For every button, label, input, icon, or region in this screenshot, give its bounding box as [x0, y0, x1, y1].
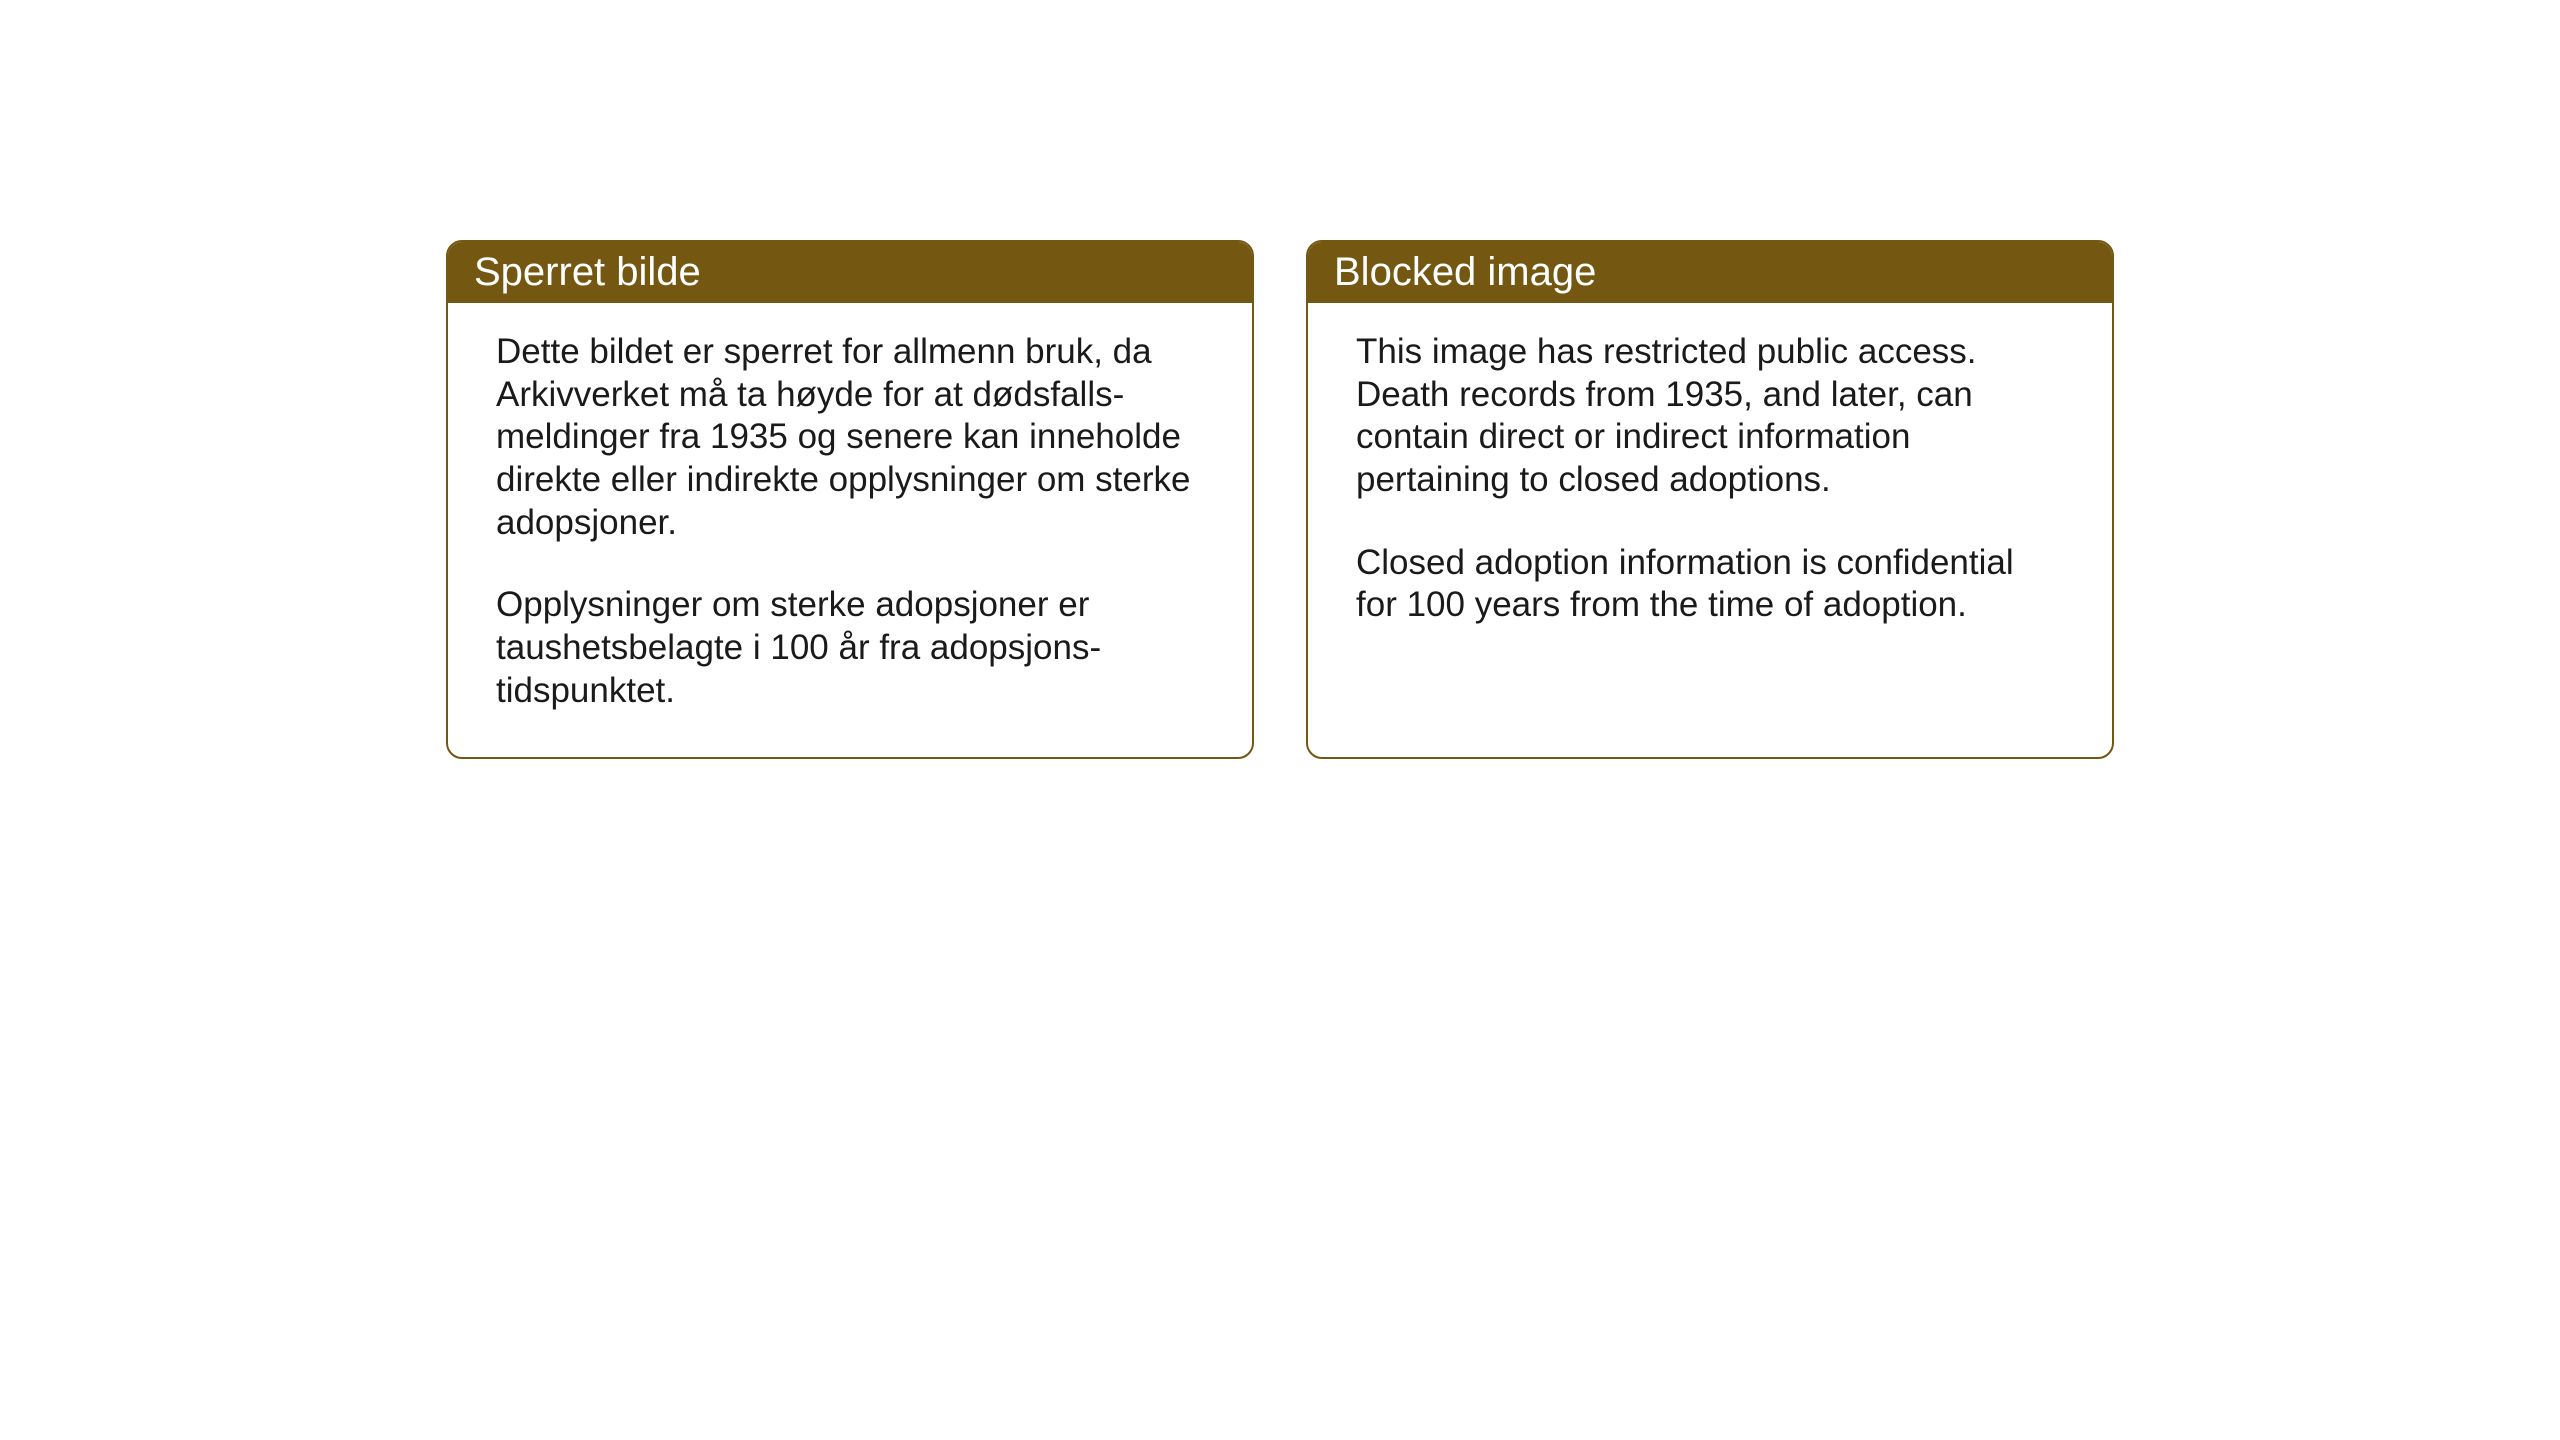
english-card-title: Blocked image — [1308, 242, 2112, 303]
norwegian-paragraph-2: Opplysninger om sterke adopsjoner er tau… — [496, 584, 1204, 712]
english-notice-card: Blocked image This image has restricted … — [1306, 240, 2114, 759]
norwegian-card-body: Dette bildet er sperret for allmenn bruk… — [448, 303, 1252, 757]
notice-container: Sperret bilde Dette bildet er sperret fo… — [446, 240, 2114, 759]
english-paragraph-1: This image has restricted public access.… — [1356, 331, 2064, 502]
norwegian-card-title: Sperret bilde — [448, 242, 1252, 303]
norwegian-notice-card: Sperret bilde Dette bildet er sperret fo… — [446, 240, 1254, 759]
norwegian-paragraph-1: Dette bildet er sperret for allmenn bruk… — [496, 331, 1204, 544]
english-card-body: This image has restricted public access.… — [1308, 303, 2112, 671]
english-paragraph-2: Closed adoption information is confident… — [1356, 542, 2064, 627]
